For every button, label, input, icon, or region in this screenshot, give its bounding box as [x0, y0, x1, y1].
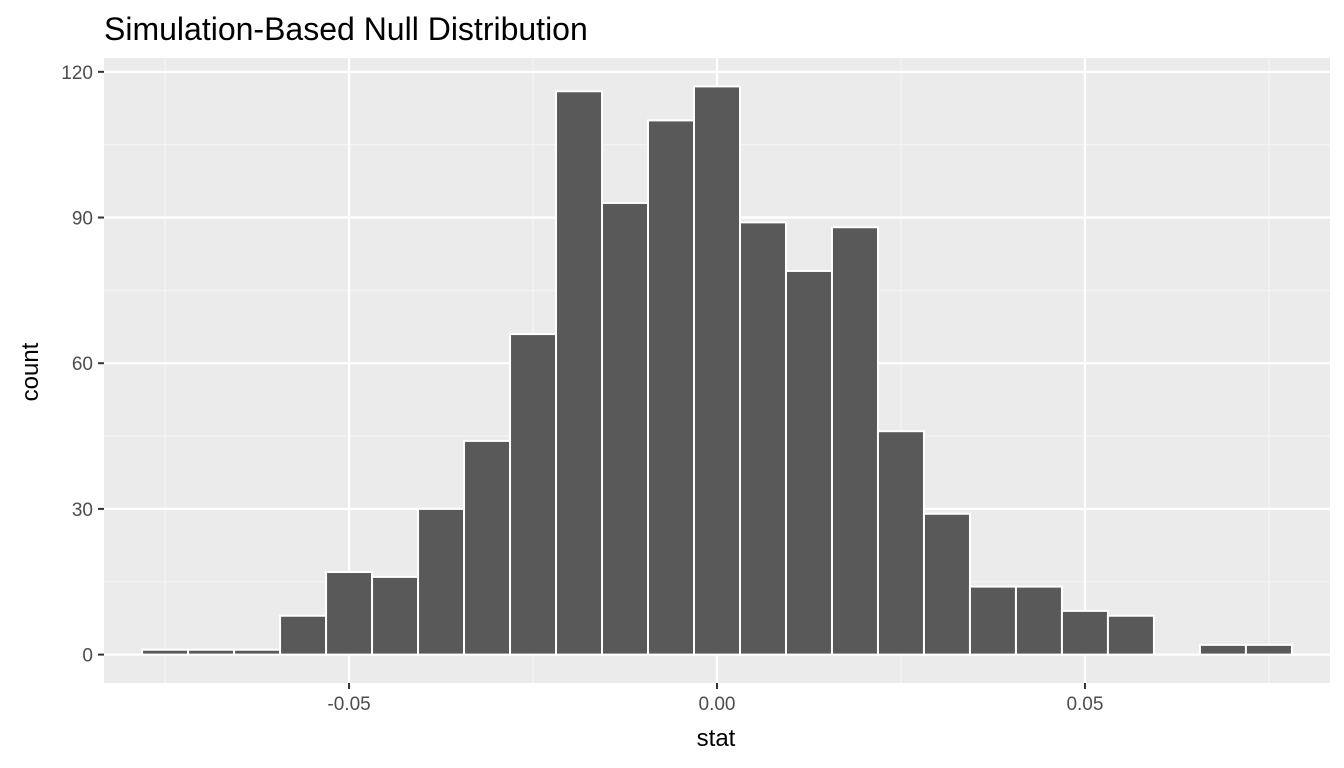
- histogram-bar: [968, 585, 1017, 656]
- histogram-bar: [141, 648, 190, 656]
- histogram-bar: [417, 507, 466, 656]
- x-axis: -0.05 0.00 0.05: [327, 683, 1103, 715]
- x-tick-label: 0.00: [699, 694, 736, 715]
- y-axis: 0 30 60 90 120: [61, 63, 104, 667]
- y-tick-label: 0: [82, 646, 93, 667]
- x-tick-label: -0.05: [327, 694, 370, 715]
- histogram-bar: [325, 571, 374, 656]
- histogram-bar: [647, 119, 696, 656]
- histogram-bar: [187, 648, 236, 656]
- y-axis-title: count: [17, 342, 44, 401]
- histogram-bars: [141, 85, 1293, 656]
- y-tick-label: 120: [61, 63, 93, 84]
- histogram-bar: [876, 430, 925, 656]
- histogram-bar: [601, 201, 650, 656]
- histogram-bar: [1014, 585, 1063, 656]
- histogram-bar: [784, 269, 833, 656]
- histogram-bar: [233, 648, 282, 656]
- histogram-bar: [463, 439, 512, 656]
- histogram-bar: [1244, 643, 1293, 656]
- histogram-bar: [922, 512, 971, 656]
- x-axis-title: stat: [697, 725, 736, 752]
- y-tick-label: 90: [72, 209, 93, 230]
- histogram-bar: [371, 575, 420, 656]
- x-tick-label: 0.05: [1066, 694, 1103, 715]
- histogram-bar: [1060, 609, 1109, 656]
- histogram-bar: [830, 226, 879, 656]
- histogram-bar: [555, 90, 604, 656]
- y-tick-label: 60: [72, 354, 93, 375]
- y-tick-label: 30: [72, 500, 93, 521]
- chart-title: Simulation-Based Null Distribution: [104, 11, 588, 47]
- histogram-bar: [509, 333, 558, 656]
- histogram-bar: [279, 614, 328, 656]
- histogram-bar: [738, 221, 787, 656]
- histogram-bar: [693, 85, 741, 656]
- histogram-bar: [1106, 614, 1155, 656]
- histogram-bar: [1198, 643, 1247, 656]
